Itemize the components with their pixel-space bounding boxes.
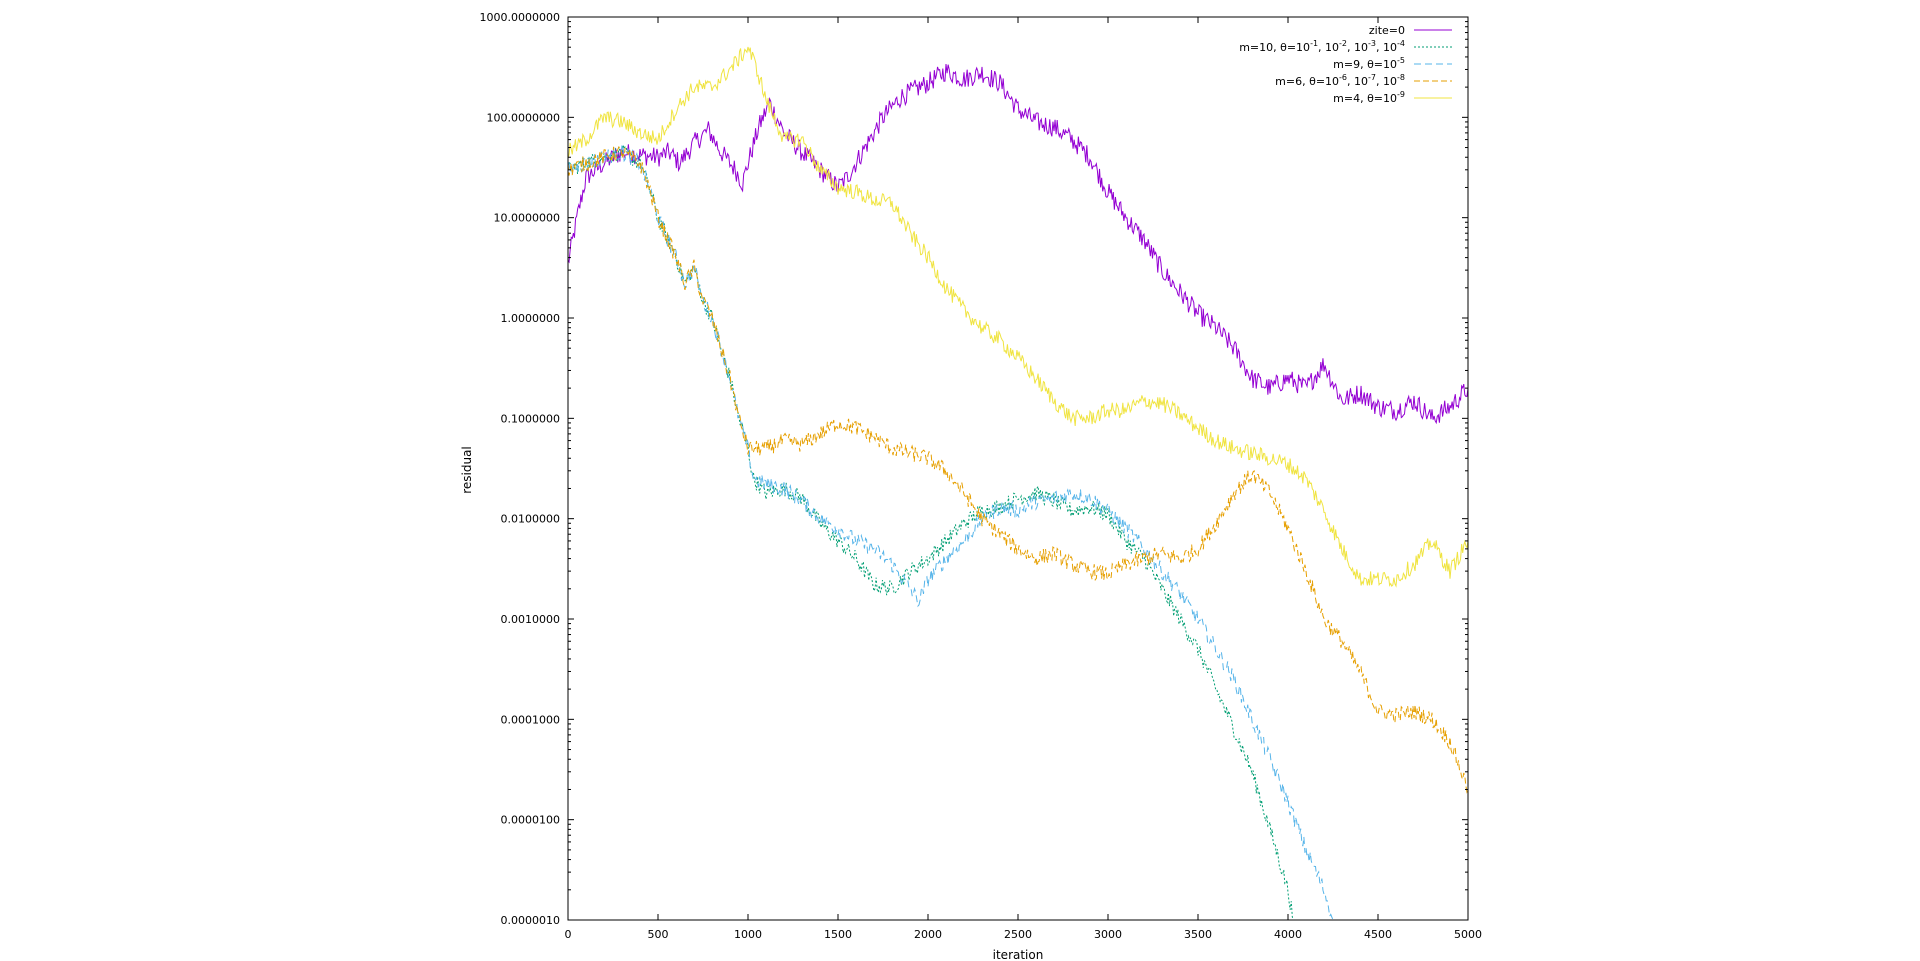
y-tick-label: 10.0000000 <box>494 212 560 225</box>
legend-label-4: m=4, θ=10-9​ <box>1333 90 1405 105</box>
x-tick-label: 0 <box>565 928 572 941</box>
y-tick-label: 0.0000100 <box>501 814 561 827</box>
x-tick-label: 4500 <box>1364 928 1392 941</box>
legend-label-1: m=10, θ=10-1​, 10-2​, 10-3​, 10-4​ <box>1239 39 1405 54</box>
series-line-3 <box>567 146 1469 794</box>
x-tick-label: 2000 <box>914 928 942 941</box>
series-line-4 <box>567 46 1469 588</box>
x-tick-label: 1000 <box>734 928 762 941</box>
y-tick-label: 0.0010000 <box>501 613 561 626</box>
y-tick-label: 0.0100000 <box>501 513 561 526</box>
y-tick-label: 1.0000000 <box>501 312 561 325</box>
plot-frame <box>567 16 1469 921</box>
y-axis: 1000.0000000 100.0000000 10.0000000 1.00000… <box>480 11 1468 927</box>
y-tick-label: 0.1000000 <box>501 412 561 425</box>
legend-label-3: m=6, θ=10-6​, 10-7​, 10-8​ <box>1275 73 1405 88</box>
series-line-0 <box>567 63 1469 425</box>
y-axis-label: residual <box>460 446 474 494</box>
legend: zite=0 m=10, θ=10-1​, 10-2​, 10-3​, 10-4​… <box>1239 24 1452 105</box>
x-axis-label: iteration <box>993 948 1044 961</box>
y-tick-label: 0.0001000 <box>501 713 561 726</box>
y-tick-label: 0.0000010 <box>501 914 561 927</box>
y-tick-label: 100.0000000 <box>487 111 560 124</box>
x-axis: 0 500 1000 1500 2000 2500 3000 3500 4000 4500 5000 <box>565 17 1482 941</box>
y-tick-label: 1000.0000000 <box>480 11 560 24</box>
x-tick-label: 500 <box>648 928 669 941</box>
x-tick-label: 1500 <box>824 928 852 941</box>
x-tick-label: 4000 <box>1274 928 1302 941</box>
legend-label-0: zite=0 <box>1369 24 1405 37</box>
series-line-2 <box>567 144 1334 921</box>
plot-lines <box>567 46 1469 921</box>
x-tick-label: 2500 <box>1004 928 1032 941</box>
legend-label-2: m=9, θ=10-5​ <box>1333 56 1405 71</box>
x-tick-label: 3500 <box>1184 928 1212 941</box>
x-tick-label: 5000 <box>1454 928 1482 941</box>
x-tick-label: 3000 <box>1094 928 1122 941</box>
